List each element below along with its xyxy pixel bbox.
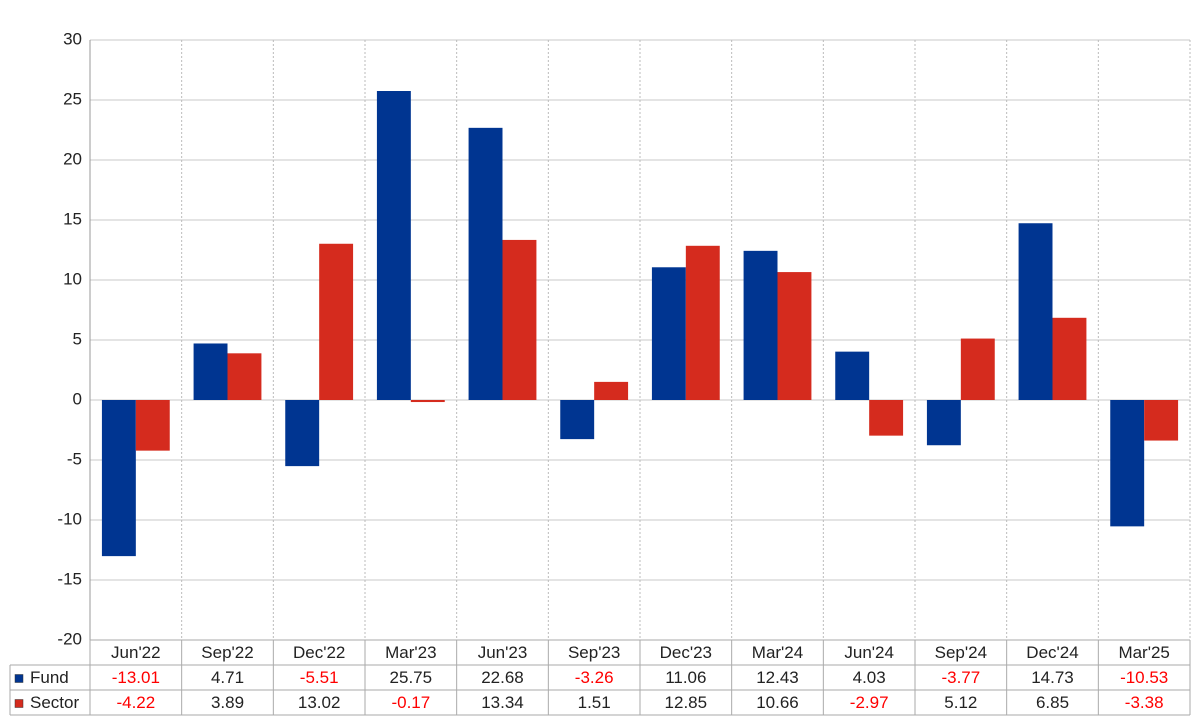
- table-value: 4.71: [211, 668, 244, 687]
- table-value: 13.02: [298, 693, 341, 712]
- x-tick-label: Dec'24: [1026, 643, 1078, 662]
- legend-swatch: [14, 674, 24, 683]
- y-tick-label: 10: [63, 269, 82, 288]
- legend-label: Sector: [30, 693, 79, 712]
- bar: [502, 239, 537, 400]
- bar: [1018, 223, 1053, 400]
- bar: [743, 250, 778, 400]
- x-tick-label: Sep'23: [568, 643, 620, 662]
- table-value: -5.51: [300, 668, 339, 687]
- bar: [926, 400, 961, 446]
- table-value: 11.06: [665, 668, 706, 687]
- y-tick-label: 5: [73, 329, 82, 348]
- table-value: -4.22: [116, 693, 155, 712]
- bar: [193, 343, 228, 400]
- y-tick-label: -15: [57, 569, 82, 588]
- table-value: 3.89: [211, 693, 244, 712]
- table-value: -0.17: [391, 693, 430, 712]
- bar: [101, 400, 136, 557]
- bar: [376, 91, 411, 400]
- bar: [227, 353, 262, 400]
- table-value: -3.38: [1125, 693, 1164, 712]
- x-tick-label: Sep'24: [935, 643, 987, 662]
- bar: [560, 400, 595, 440]
- table-value: 22.68: [481, 668, 524, 687]
- table-value: 1.51: [578, 693, 611, 712]
- bar: [319, 243, 354, 400]
- table-value: -2.97: [850, 693, 889, 712]
- bar: [777, 272, 812, 400]
- bar: [1110, 400, 1145, 527]
- legend-label: Fund: [30, 668, 69, 687]
- x-tick-label: Dec'22: [293, 643, 345, 662]
- y-tick-label: -5: [67, 449, 82, 468]
- bar: [869, 400, 904, 436]
- bar: [135, 400, 170, 451]
- bar: [1052, 317, 1087, 400]
- y-tick-label: 15: [63, 209, 82, 228]
- x-tick-label: Mar'24: [752, 643, 803, 662]
- x-tick-label: Jun'22: [111, 643, 161, 662]
- table-value: 13.34: [481, 693, 524, 712]
- x-tick-label: Mar'25: [1118, 643, 1169, 662]
- legend-swatch: [14, 699, 24, 708]
- table-value: 25.75: [390, 668, 433, 687]
- x-tick-label: Sep'22: [201, 643, 253, 662]
- bar: [594, 381, 629, 400]
- bar: [285, 400, 320, 467]
- table-value: -13.01: [112, 668, 160, 687]
- x-tick-label: Dec'23: [660, 643, 712, 662]
- bar: [468, 127, 503, 400]
- x-tick-label: Jun'23: [478, 643, 528, 662]
- y-tick-label: -20: [57, 629, 82, 648]
- table-value: -3.77: [941, 668, 980, 687]
- bar: [960, 338, 995, 400]
- table-value: 6.85: [1036, 693, 1069, 712]
- y-tick-label: -10: [57, 509, 82, 528]
- bar: [1144, 400, 1179, 441]
- table-value: 14.73: [1031, 668, 1074, 687]
- y-tick-label: 30: [63, 29, 82, 48]
- bar: [835, 351, 870, 400]
- table-value: -3.26: [575, 668, 614, 687]
- table-value: 12.85: [665, 693, 708, 712]
- y-tick-label: 20: [63, 149, 82, 168]
- y-tick-label: 0: [73, 389, 82, 408]
- x-tick-label: Jun'24: [844, 643, 894, 662]
- table-value: 12.43: [756, 668, 799, 687]
- table-value: 5.12: [944, 693, 977, 712]
- y-tick-label: 25: [63, 89, 82, 108]
- table-value: 10.66: [756, 693, 799, 712]
- bar: [685, 245, 720, 400]
- table-value: 4.03: [853, 668, 886, 687]
- bar: [651, 267, 686, 400]
- x-tick-label: Mar'23: [385, 643, 436, 662]
- bar: [410, 400, 445, 403]
- table-value: -10.53: [1120, 668, 1168, 687]
